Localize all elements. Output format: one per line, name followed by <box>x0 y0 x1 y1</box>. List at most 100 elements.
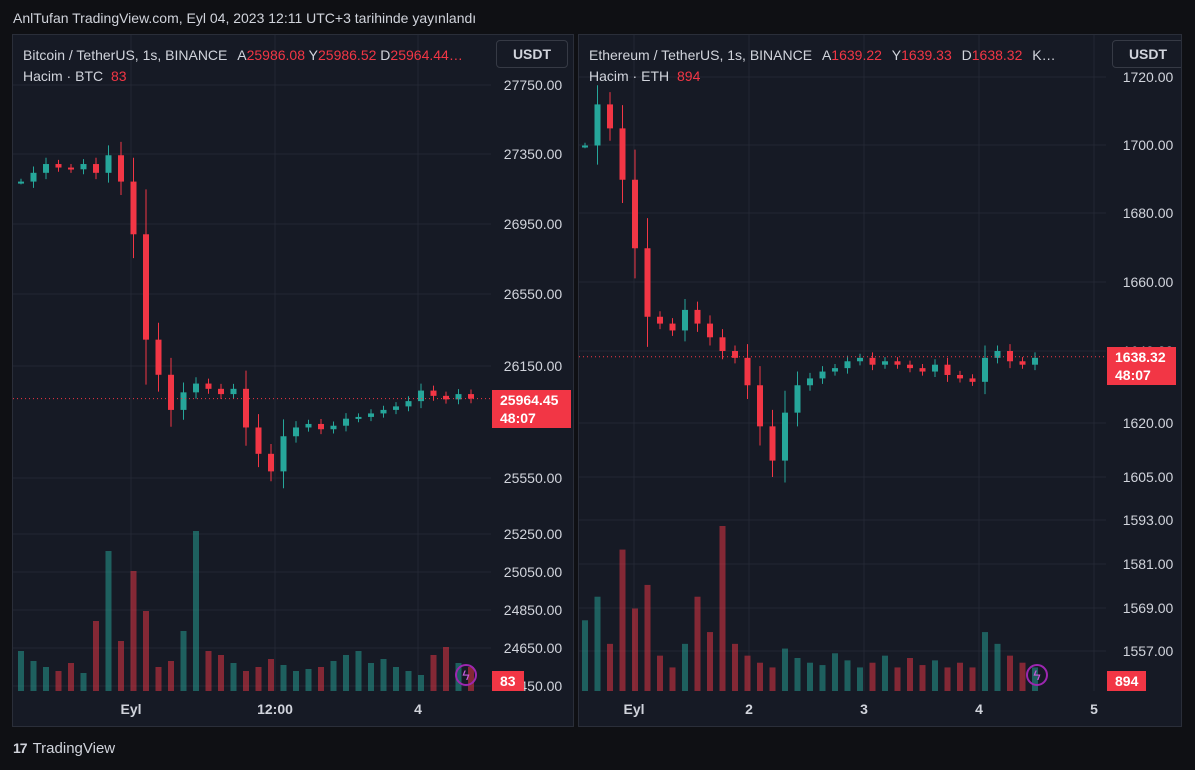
eth-symbol[interactable]: Ethereum / TetherUS, 1s, BINANCE <box>589 47 813 63</box>
candle-body <box>343 418 349 426</box>
volume-bar <box>243 671 249 691</box>
y-tick-label: 1557.00 <box>1123 643 1174 659</box>
volume-bar <box>907 658 913 691</box>
volume-bar <box>230 663 237 691</box>
candle-body <box>607 104 613 129</box>
volume-bar <box>443 647 449 691</box>
y-tick-label: 1620.00 <box>1123 415 1174 431</box>
eth-open-value: 1639.22 <box>831 47 882 63</box>
candle-body <box>907 364 913 369</box>
volume-bar <box>769 667 776 691</box>
lightning-icon[interactable]: ϟ <box>455 664 477 686</box>
volume-bar <box>944 667 951 691</box>
candle-body <box>268 453 274 472</box>
volume-bar <box>632 608 638 691</box>
candle-body <box>682 309 688 331</box>
volume-bar <box>343 655 349 691</box>
candle-body <box>919 368 926 372</box>
candle-body <box>719 337 726 351</box>
btc-volume-value: 83 <box>111 68 127 84</box>
candle-body <box>882 361 888 365</box>
btc-open-label: A <box>237 47 247 63</box>
candle-body <box>1032 357 1038 365</box>
volume-bar <box>355 651 362 691</box>
volume-bar <box>644 584 651 691</box>
btc-low-value: 25964.44… <box>390 47 463 63</box>
btc-high-label: Y <box>308 47 318 63</box>
btc-chart-canvas[interactable]: 27750.00 27350.00 26950.00 26550.00 26150.00… <box>13 35 574 727</box>
candle-body <box>105 155 112 173</box>
candle-body <box>230 388 237 395</box>
y-tick-label: 1593.00 <box>1123 512 1174 528</box>
btc-currency-button[interactable]: USDT <box>496 40 568 68</box>
tradingview-logo-icon: 17 <box>13 740 28 756</box>
volume-bar <box>55 671 62 691</box>
volume-bar <box>919 665 926 691</box>
eth-chart-canvas[interactable]: 1720.001700.001680.001660.001640.001620.… <box>579 35 1182 727</box>
candle-body <box>707 323 713 338</box>
btc-low-label: D <box>380 47 391 63</box>
y-tick-label: 1720.00 <box>1123 69 1174 85</box>
eth-low-value: 1638.32 <box>971 47 1023 63</box>
candle-body <box>869 357 876 365</box>
volume-bar <box>832 653 838 691</box>
candle-body <box>1007 351 1013 362</box>
volume-bar <box>682 643 688 691</box>
eth-chart-pane[interactable]: 1720.001700.001680.001660.001640.001620.… <box>578 34 1182 727</box>
eth-countdown: 48:07 <box>1115 367 1151 383</box>
candle-body <box>757 385 763 427</box>
eth-volume-tag: 894 <box>1107 671 1147 691</box>
candle-body <box>844 361 851 369</box>
tradingview-footer[interactable]: 17 TradingView <box>13 738 115 758</box>
volume-bar <box>418 675 424 691</box>
candle-body <box>832 368 838 372</box>
btc-symbol[interactable]: Bitcoin / TetherUS, 1s, BINANCE <box>23 47 228 63</box>
volume-bar <box>844 660 851 691</box>
candle-body <box>594 104 601 146</box>
volume-bar <box>957 662 963 691</box>
candle-body <box>418 390 424 402</box>
x-tick-label: 4 <box>975 701 983 717</box>
eth-currency-button[interactable]: USDT <box>1112 40 1181 68</box>
candle-body <box>130 181 137 235</box>
eth-volume-label: Hacim · ETH <box>589 68 670 84</box>
candle-body <box>644 248 651 317</box>
candle-body <box>932 364 938 372</box>
eth-high-label: Y <box>891 47 902 63</box>
candle-body <box>744 357 751 386</box>
btc-open-value: 25986.08 <box>246 47 306 63</box>
x-tick-label: Eyl <box>120 701 141 717</box>
volume-bar <box>205 651 212 691</box>
volume-bar <box>180 631 187 691</box>
candle-body <box>368 413 374 417</box>
volume-bar <box>1007 655 1013 691</box>
x-tick-label: 12:00 <box>257 701 293 717</box>
candle-body <box>819 371 826 379</box>
candle-body <box>857 357 863 362</box>
x-tick-label: 2 <box>745 701 753 717</box>
candle-body <box>732 351 738 358</box>
y-tick-label: 1581.00 <box>1123 556 1174 572</box>
candle-body <box>355 416 362 419</box>
y-tick-label: 24850.00 <box>504 602 563 618</box>
candle-body <box>969 378 976 382</box>
volume-bar <box>582 620 588 691</box>
btc-countdown: 48:07 <box>500 410 536 426</box>
volume-bar <box>305 669 312 691</box>
candle-body <box>619 128 626 180</box>
eth-last-price-tag: 1638.32 48:07 <box>1107 347 1176 385</box>
btc-chart-pane[interactable]: 27750.00 27350.00 26950.00 26550.00 26150.00… <box>12 34 574 727</box>
volume-bar <box>719 526 726 691</box>
candle-body <box>168 374 174 410</box>
lightning-icon[interactable]: ϟ <box>1026 664 1048 686</box>
candle-body <box>455 394 462 400</box>
y-tick-label: 1680.00 <box>1123 205 1174 221</box>
volume-bar <box>43 667 49 691</box>
volume-bar <box>757 662 763 691</box>
volume-bar <box>982 632 988 691</box>
btc-last-price-tag: 25964.45 48:07 <box>492 390 571 428</box>
candle-body <box>782 412 788 461</box>
btc-last-price: 25964.45 <box>500 392 559 408</box>
eth-volume-value: 894 <box>677 68 701 84</box>
volume-bar <box>118 641 124 691</box>
